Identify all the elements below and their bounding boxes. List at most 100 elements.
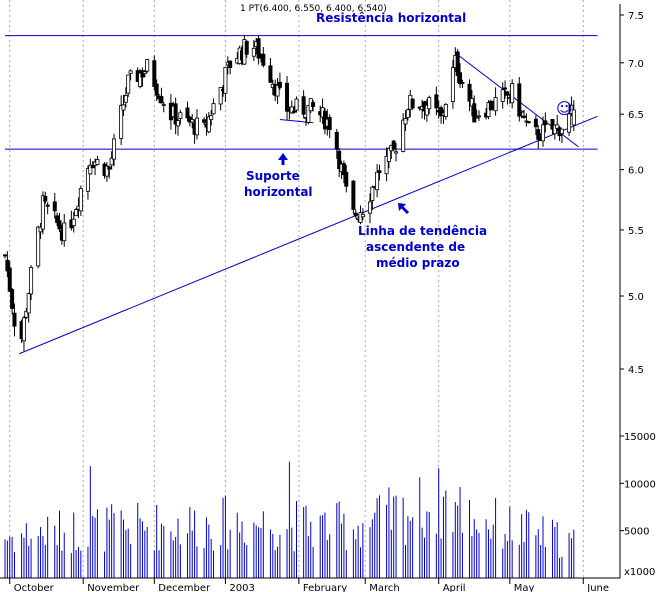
candle-body bbox=[218, 87, 223, 105]
candle-body bbox=[533, 118, 538, 128]
candle-body bbox=[543, 120, 548, 125]
candle-body bbox=[119, 105, 124, 139]
candle-body bbox=[152, 60, 157, 87]
candle-body bbox=[128, 70, 133, 74]
trend-label-line1: Linha de tendência bbox=[358, 224, 487, 238]
candle-body bbox=[62, 222, 67, 242]
candle-body bbox=[71, 218, 76, 227]
candle-body bbox=[109, 157, 114, 166]
candle-body bbox=[275, 84, 280, 97]
month-label: October bbox=[14, 583, 55, 592]
volume-multiplier-label: x1000 bbox=[624, 567, 655, 578]
candle-body bbox=[370, 186, 375, 201]
price-tick-label: 5.5 bbox=[628, 226, 644, 237]
candle-body bbox=[256, 38, 261, 59]
candle-body bbox=[391, 140, 396, 150]
candle-body bbox=[228, 60, 233, 69]
month-label: December bbox=[158, 583, 211, 592]
candle-body bbox=[334, 131, 339, 150]
candle-body bbox=[510, 83, 515, 104]
candle-body bbox=[403, 118, 408, 125]
candle-body bbox=[57, 220, 62, 230]
price-tick-label: 7.5 bbox=[628, 11, 644, 22]
candle-body bbox=[503, 87, 508, 90]
candle-body bbox=[178, 112, 183, 119]
candle-body bbox=[458, 72, 463, 85]
candle-body bbox=[327, 116, 332, 131]
candle-body bbox=[505, 91, 510, 96]
labels: 1 PT(6.400, 6.550, 6.400, 6.540) Resistê… bbox=[14, 4, 656, 592]
candle-body bbox=[126, 74, 131, 94]
candle-body bbox=[337, 150, 342, 170]
candle-body bbox=[360, 213, 365, 218]
month-label: May bbox=[514, 583, 535, 592]
candle-body bbox=[377, 170, 382, 174]
candle-body bbox=[43, 195, 48, 202]
candle-body bbox=[95, 159, 100, 165]
candle-body bbox=[469, 98, 474, 107]
candle-body bbox=[311, 102, 316, 107]
candle-body bbox=[476, 115, 481, 118]
candle-body bbox=[211, 103, 216, 115]
candle-body bbox=[3, 254, 8, 257]
candle-body bbox=[78, 188, 83, 212]
support-label-line1: Suporte bbox=[246, 169, 300, 183]
candle-body bbox=[294, 98, 299, 111]
candle-body bbox=[223, 67, 228, 94]
candle-body bbox=[567, 113, 572, 133]
candle-body bbox=[519, 110, 524, 113]
candle-body bbox=[405, 109, 410, 118]
candle-body bbox=[90, 165, 95, 169]
candle-body bbox=[474, 116, 479, 119]
support-arrow-icon bbox=[278, 153, 288, 165]
axes bbox=[0, 4, 621, 579]
price-tick-label: 7.0 bbox=[628, 59, 644, 70]
smiley-icon: ☺ bbox=[556, 99, 573, 118]
month-label: June bbox=[586, 583, 609, 592]
candle-body bbox=[540, 124, 545, 142]
volume-tick-label: 15000 bbox=[624, 432, 656, 443]
candle-body bbox=[12, 312, 17, 327]
candle-body bbox=[5, 259, 10, 272]
candle-body bbox=[285, 82, 290, 112]
candle-body bbox=[292, 110, 297, 113]
month-label: November bbox=[87, 583, 140, 592]
candle-body bbox=[185, 107, 190, 119]
candle-body bbox=[161, 104, 166, 106]
candle-body bbox=[358, 212, 363, 223]
candle-body bbox=[367, 201, 372, 214]
candle-body bbox=[443, 104, 448, 117]
candle-body bbox=[38, 226, 43, 233]
candle-body bbox=[384, 156, 389, 175]
candle-body bbox=[52, 201, 57, 212]
volume-bars bbox=[4, 461, 575, 578]
candle-body bbox=[173, 103, 178, 125]
candle-body bbox=[244, 40, 249, 55]
volume-tick-label: 5000 bbox=[624, 527, 649, 538]
candle-body bbox=[154, 83, 159, 96]
candle-body bbox=[353, 212, 358, 217]
candle-body bbox=[341, 163, 346, 176]
candle-body bbox=[202, 119, 207, 123]
candle-body bbox=[550, 119, 555, 130]
candle-body bbox=[7, 267, 12, 292]
candle-body bbox=[401, 119, 406, 152]
trend-label-line2: ascendente de bbox=[366, 240, 465, 254]
candle-body bbox=[26, 293, 31, 314]
candlesticks bbox=[3, 35, 576, 352]
candle-body bbox=[306, 105, 311, 123]
month-label: March bbox=[369, 583, 399, 592]
candle-body bbox=[460, 82, 465, 84]
candle-body bbox=[10, 289, 15, 309]
candle-body bbox=[555, 124, 560, 129]
candle-body bbox=[394, 151, 399, 154]
candle-body bbox=[190, 119, 195, 123]
candle-body bbox=[450, 67, 455, 103]
price-tick-label: 4.5 bbox=[628, 365, 644, 376]
candle-body bbox=[104, 165, 109, 177]
candle-body bbox=[424, 104, 429, 116]
candle-body bbox=[500, 89, 505, 103]
candle-body bbox=[176, 120, 181, 127]
trend-arrow-icon bbox=[398, 203, 409, 214]
